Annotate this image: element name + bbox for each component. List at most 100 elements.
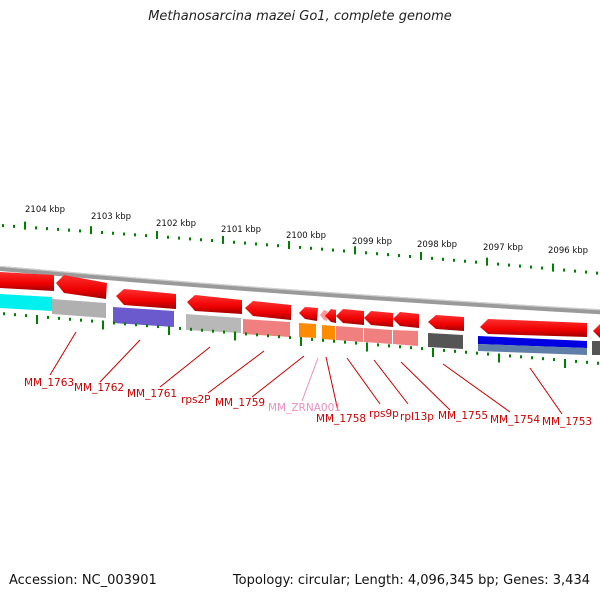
scale-tick bbox=[553, 358, 555, 362]
scale-tick bbox=[431, 256, 433, 260]
scale-tick bbox=[245, 332, 247, 336]
scale-tick bbox=[24, 221, 26, 230]
leader-line bbox=[400, 361, 451, 411]
scale-tick bbox=[376, 252, 378, 256]
scale-tick bbox=[519, 264, 521, 268]
gene-box-cyan[interactable] bbox=[0, 294, 52, 311]
scale-tick bbox=[355, 341, 357, 345]
scale-tick bbox=[542, 357, 544, 361]
gene-box-darkgrey[interactable] bbox=[428, 333, 463, 349]
scale-tick bbox=[498, 353, 500, 363]
scale-tick bbox=[552, 263, 554, 272]
gene-arrow[interactable] bbox=[325, 309, 336, 323]
scale-tick bbox=[465, 350, 467, 354]
scale-tick bbox=[113, 321, 115, 325]
scale-tick bbox=[267, 334, 269, 338]
accession-label: Accession: NC_003901 bbox=[9, 573, 157, 588]
scale-tick bbox=[80, 318, 82, 322]
scale-tick bbox=[597, 361, 599, 365]
scale-tick bbox=[387, 253, 389, 257]
scale-tick bbox=[57, 227, 59, 231]
gene-box-salmon[interactable] bbox=[364, 328, 392, 344]
gene-arrow[interactable] bbox=[480, 319, 587, 337]
scale-tick bbox=[333, 339, 335, 343]
kbp-label: 2099 kbp bbox=[352, 237, 392, 247]
scale-tick bbox=[25, 314, 27, 318]
kbp-label: 2096 kbp bbox=[548, 246, 588, 256]
gene-box-salmon[interactable] bbox=[336, 326, 363, 342]
scale-tick bbox=[354, 246, 356, 255]
map-title: Methanosarcina mazei Go1, complete genom… bbox=[148, 9, 452, 24]
leader-line bbox=[207, 350, 265, 394]
scale-tick bbox=[310, 246, 312, 250]
scale-tick bbox=[146, 324, 148, 328]
gene-label[interactable]: MM_1758 bbox=[316, 413, 366, 425]
gene-arrow[interactable] bbox=[187, 295, 242, 314]
scale-tick bbox=[234, 331, 236, 341]
scale-tick bbox=[311, 337, 313, 341]
gene-box-orange[interactable] bbox=[322, 325, 335, 340]
gene-arrow[interactable] bbox=[116, 289, 176, 309]
scale-tick bbox=[157, 325, 159, 329]
gene-arrow[interactable] bbox=[299, 307, 318, 321]
scale-tick bbox=[212, 329, 214, 333]
gene-label[interactable]: rps9p bbox=[369, 408, 399, 420]
scale-tick bbox=[300, 337, 302, 346]
scale-tick bbox=[179, 326, 181, 330]
gene-arrow[interactable] bbox=[0, 272, 54, 291]
scale-tick bbox=[442, 257, 444, 261]
gene-arrow[interactable] bbox=[364, 311, 393, 327]
scale-tick bbox=[486, 257, 488, 266]
gene-arrow[interactable] bbox=[245, 301, 291, 320]
kbp-label: 2103 kbp bbox=[91, 212, 131, 222]
scale-tick bbox=[531, 356, 533, 360]
gene-box-grey[interactable] bbox=[186, 314, 241, 333]
gene-arrow[interactable] bbox=[320, 310, 327, 321]
scale-tick bbox=[190, 327, 192, 331]
leader-line bbox=[49, 331, 77, 376]
gene-box-salmon[interactable] bbox=[243, 319, 290, 337]
gene-box-steel[interactable] bbox=[478, 344, 587, 355]
gene-box-orange[interactable] bbox=[299, 323, 316, 338]
gene-box-salmon[interactable] bbox=[393, 330, 418, 346]
kbp-label: 2100 kbp bbox=[286, 231, 326, 241]
gene-label[interactable]: MM_1755 bbox=[438, 410, 488, 422]
gene-label[interactable]: rps2P bbox=[181, 394, 210, 406]
scale-tick bbox=[541, 266, 543, 270]
gene-box-purple[interactable] bbox=[113, 307, 174, 327]
scale-tick bbox=[288, 241, 290, 250]
kbp-label: 2097 kbp bbox=[483, 243, 523, 253]
gene-box-grey[interactable] bbox=[52, 299, 106, 318]
scale-tick bbox=[586, 360, 588, 364]
strand-lower-boxes bbox=[0, 294, 600, 355]
gene-label[interactable]: MM_1759 bbox=[215, 397, 265, 409]
leader-line bbox=[325, 356, 339, 412]
gene-label[interactable]: MM_1763 bbox=[24, 377, 74, 389]
scale-tick bbox=[102, 320, 104, 330]
gene-arrow[interactable] bbox=[393, 312, 419, 328]
genome-summary: Topology: circular; Length: 4,096,345 bp… bbox=[232, 573, 590, 588]
kbp-scale-labels: 2104 kbp 2103 kbp 2102 kbp 2101 kbp 2100 kbp… bbox=[25, 205, 588, 256]
gene-label[interactable]: MM_1753 bbox=[542, 416, 592, 428]
scale-tick bbox=[255, 242, 257, 246]
gene-label[interactable]: MM_ZRNA001 bbox=[268, 402, 341, 414]
gene-arrow[interactable] bbox=[336, 309, 364, 325]
leader-line bbox=[251, 355, 305, 398]
gene-arrow[interactable] bbox=[428, 315, 464, 331]
scale-tick bbox=[464, 259, 466, 263]
scale-tick bbox=[46, 227, 48, 231]
scale-tick bbox=[388, 344, 390, 348]
gene-label[interactable]: MM_1761 bbox=[127, 388, 177, 400]
gene-label[interactable]: MM_1754 bbox=[490, 414, 540, 426]
gene-arrow[interactable] bbox=[593, 324, 600, 338]
gene-label[interactable]: MM_1762 bbox=[74, 382, 124, 394]
scale-tick bbox=[585, 270, 587, 274]
scale-tick bbox=[69, 317, 71, 321]
scale-tick bbox=[399, 345, 401, 349]
gene-box-darkgrey[interactable] bbox=[592, 341, 600, 355]
gene-label[interactable]: rpl13p bbox=[400, 411, 434, 423]
gene-arrow[interactable] bbox=[56, 275, 107, 299]
scale-tick bbox=[90, 226, 92, 235]
